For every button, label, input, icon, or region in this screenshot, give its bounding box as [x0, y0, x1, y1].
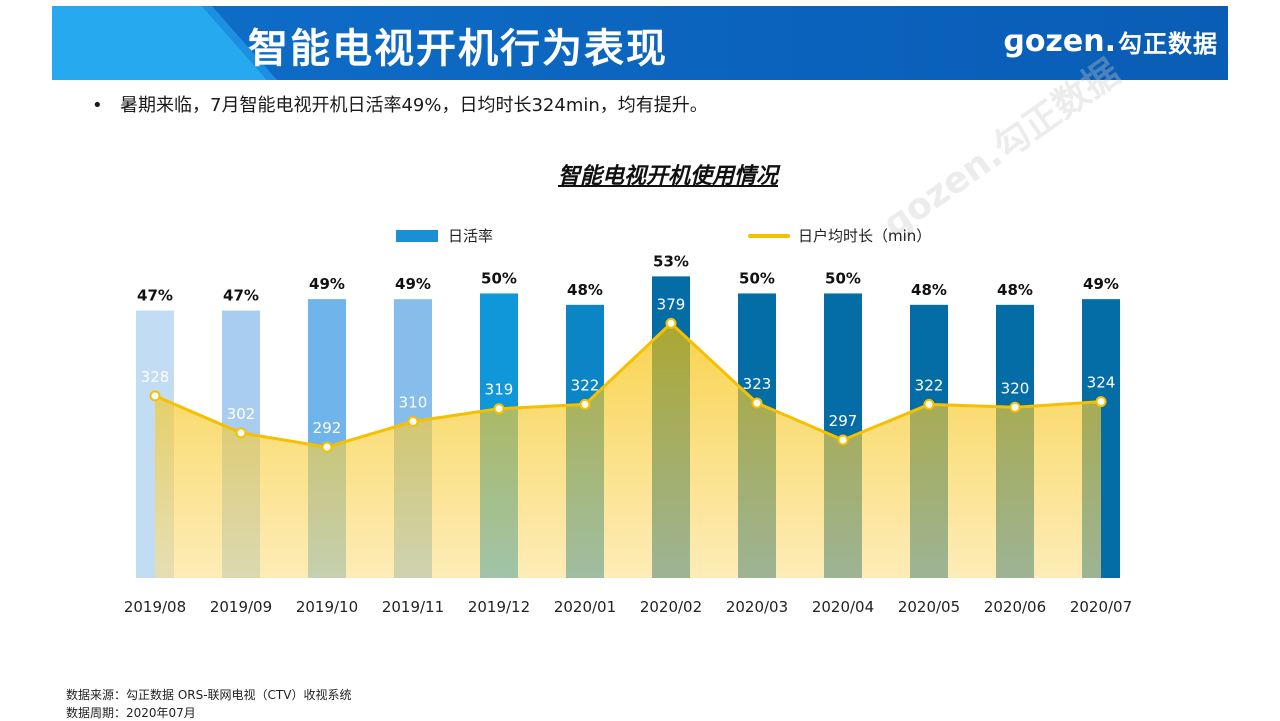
bar-label: 47% — [223, 287, 259, 305]
bar-2019/10 — [308, 299, 346, 578]
bar-2020/06 — [996, 304, 1034, 578]
bar-2019/08 — [136, 310, 174, 578]
duration-point — [321, 441, 333, 453]
bar-label: 47% — [137, 287, 173, 305]
chart-title: 智能电视开机使用情况 — [557, 164, 778, 189]
duration-point — [493, 403, 505, 415]
duration-label: 320 — [1001, 379, 1030, 397]
x-tick-label: 2020/01 — [554, 598, 616, 616]
legend-bar: 日活率 — [396, 225, 493, 246]
duration-label: 323 — [743, 375, 772, 393]
page-title: 智能电视开机行为表现 — [248, 26, 668, 72]
bar-2020/04 — [824, 293, 862, 578]
bar-label: 49% — [309, 275, 345, 293]
duration-label: 310 — [399, 394, 428, 412]
bar-label: 48% — [567, 281, 603, 299]
bar-label: 50% — [739, 269, 775, 287]
brand-logo: ɡozen. 勾正数据 — [1003, 24, 1218, 59]
x-tick-label: 2020/02 — [640, 598, 702, 616]
duration-label: 302 — [227, 405, 256, 423]
summary-bullet: • 暑期来临，7月智能电视开机日活率49%，日均时长324min，均有提升。 — [92, 91, 708, 117]
duration-point — [751, 397, 763, 409]
duration-point — [1009, 401, 1021, 413]
duration-label: 379 — [657, 295, 686, 313]
bar-2020/01 — [566, 304, 604, 578]
duration-point — [149, 390, 161, 402]
duration-point — [407, 416, 419, 427]
bar-2020/05 — [910, 304, 948, 578]
x-tick-label: 2020/07 — [1070, 598, 1132, 616]
bar-label: 48% — [997, 281, 1033, 299]
legend-line-label: 日户均时长（min） — [798, 227, 932, 245]
summary-text: 暑期来临，7月智能电视开机日活率49%，日均时长324min，均有提升。 — [120, 95, 708, 116]
bar-label: 50% — [825, 269, 861, 287]
x-tick-label: 2020/03 — [726, 598, 788, 616]
duration-label: 324 — [1087, 374, 1116, 392]
x-tick-label: 2019/08 — [124, 598, 186, 616]
legend-bar-label: 日活率 — [448, 227, 494, 245]
duration-area — [155, 323, 1101, 578]
duration-label: 292 — [313, 419, 342, 437]
x-tick-label: 2020/04 — [812, 598, 874, 616]
bar-2019/11 — [394, 299, 432, 578]
legend-line: 日户均时长（min） — [748, 225, 931, 246]
legend-bar-swatch — [396, 229, 438, 242]
x-tick-label: 2020/06 — [984, 598, 1046, 616]
bar-2020/07 — [1082, 299, 1120, 578]
duration-label: 322 — [571, 376, 600, 394]
duration-point — [235, 427, 247, 439]
bar-label: 49% — [1083, 275, 1119, 293]
footer-source: 数据来源：勾正数据 ORS-联网电视（CTV）收视系统 — [66, 688, 352, 702]
duration-point — [923, 398, 935, 410]
bar-2019/09 — [222, 310, 260, 578]
duration-point — [579, 398, 591, 410]
bar-2020/03 — [738, 293, 776, 578]
x-tick-label: 2019/10 — [296, 598, 358, 616]
duration-label: 319 — [485, 381, 514, 399]
duration-line — [154, 321, 1102, 449]
x-tick-label: 2019/11 — [382, 598, 444, 616]
header-banner: 智能电视开机行为表现 ɡozen. 勾正数据 — [52, 6, 1228, 80]
duration-point — [665, 317, 677, 329]
duration-label: 322 — [915, 376, 944, 394]
x-tick-label: 2019/09 — [210, 598, 272, 616]
legend-line-swatch — [748, 233, 790, 238]
x-tick-label: 2019/12 — [468, 598, 530, 616]
bar-label: 48% — [911, 281, 947, 299]
bar-label: 53% — [653, 252, 689, 270]
logo-text: ɡozen. — [1003, 24, 1116, 59]
duration-point — [837, 434, 849, 446]
bar-label: 49% — [395, 275, 431, 293]
duration-label: 328 — [141, 368, 170, 386]
footer-period: 数据周期：2020年07月 — [66, 706, 196, 720]
duration-point — [1095, 396, 1107, 408]
logo-cn-text: 勾正数据 — [1118, 30, 1218, 58]
bar-2020/02 — [652, 276, 690, 578]
bullet-dot-icon: • — [92, 95, 103, 116]
duration-label: 297 — [829, 412, 858, 430]
bar-2019/12 — [480, 293, 518, 578]
x-tick-label: 2020/05 — [898, 598, 960, 616]
bar-label: 50% — [481, 269, 517, 287]
